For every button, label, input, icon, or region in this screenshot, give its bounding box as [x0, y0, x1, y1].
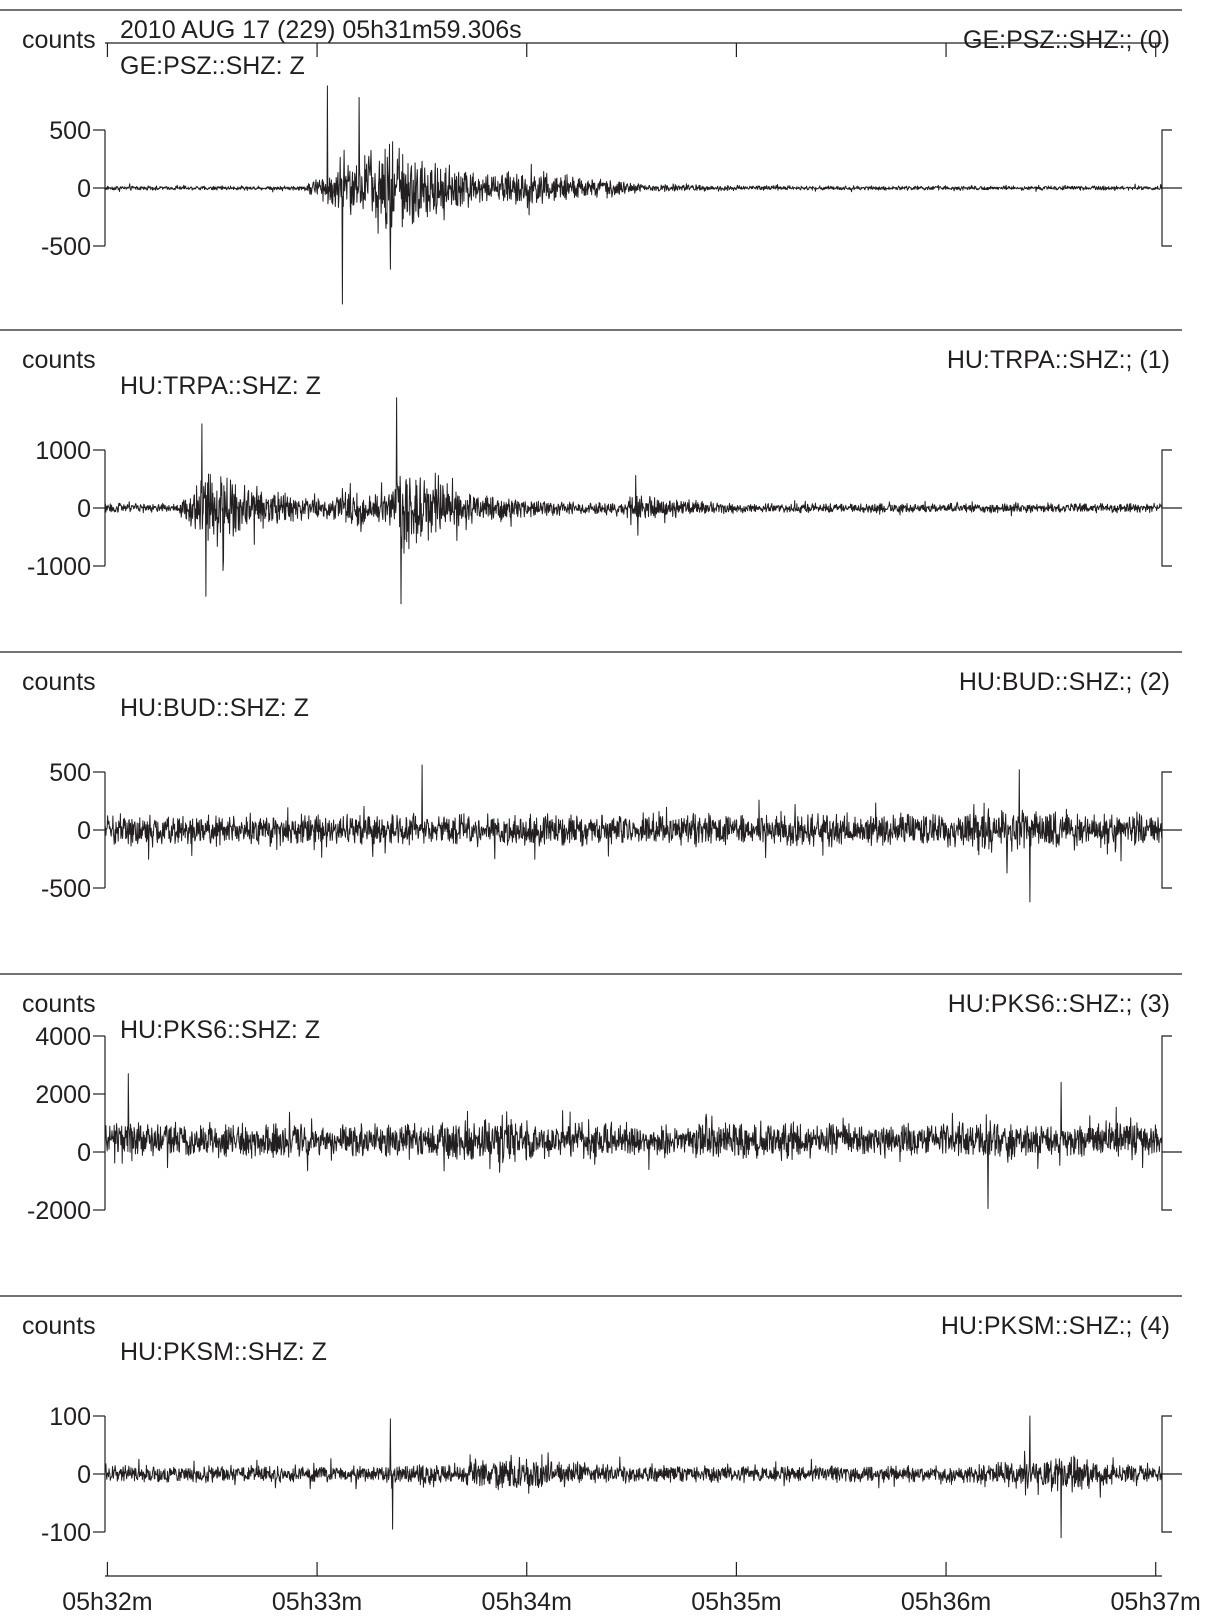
trace-panel: counts HU:PKSM::SHZ:; (4)HU:PKSM::SHZ: Z1…: [0, 1295, 1182, 1547]
y-unit-label: counts: [22, 26, 96, 54]
x-tick-label: 05h36m: [901, 1588, 991, 1616]
y-unit-label: counts: [22, 346, 96, 374]
station-label: HU:PKSM::SHZ:; (4): [941, 1312, 1170, 1340]
y-tick-label: 0: [77, 1139, 91, 1167]
trace-panel: counts HU:PKS6::SHZ:; (3)HU:PKS6::SHZ: Z 4…: [0, 973, 1182, 1225]
y-tick-label: 0: [77, 1461, 91, 1489]
trace-label: HU:TRPA::SHZ: Z: [120, 372, 321, 400]
station-label: HU:BUD::SHZ:; (2): [959, 668, 1170, 696]
trace-label: HU:PKSM::SHZ: Z: [120, 1338, 327, 1366]
trace-label: HU:PKS6::SHZ: Z: [120, 1016, 320, 1044]
waveform-trace: [104, 85, 1163, 305]
y-tick-label: -100: [41, 1519, 91, 1547]
x-tick-label: 05h35m: [691, 1588, 781, 1616]
x-tick-label: 05h32m: [62, 1588, 152, 1616]
station-label: HU:PKS6::SHZ:; (3): [948, 990, 1170, 1018]
station-label: GE:PSZ::SHZ:; (0): [963, 26, 1170, 54]
y-tick-label: -2000: [27, 1197, 91, 1225]
trace-label: GE:PSZ::SHZ: Z: [120, 52, 305, 80]
y-tick-label: 500: [49, 759, 91, 787]
y-unit-label: counts: [22, 668, 96, 696]
y-tick-label: 1000: [35, 437, 91, 465]
waveform-trace: [104, 1073, 1163, 1209]
waveform-trace: [104, 764, 1163, 903]
y-tick-label: 4000: [35, 1023, 91, 1051]
y-tick-label: -1000: [27, 553, 91, 581]
panels-layer: counts GE:PSZ::SHZ:; (0)GE:PSZ::SHZ: Z500…: [0, 9, 1182, 1547]
x-tick-label: 05h37m: [1111, 1588, 1201, 1616]
y-tick-label: -500: [41, 875, 91, 903]
y-tick-label: 0: [77, 817, 91, 845]
trace-panel: counts GE:PSZ::SHZ:; (0)GE:PSZ::SHZ: Z500…: [0, 9, 1182, 305]
waveform-trace: [104, 1415, 1163, 1539]
waveform-trace: [104, 397, 1163, 605]
trace-panel: counts HU:TRPA::SHZ:; (1)HU:TRPA::SHZ: Z1…: [0, 329, 1182, 605]
y-tick-label: 2000: [35, 1081, 91, 1109]
y-tick-label: 0: [77, 495, 91, 523]
y-tick-label: 100: [49, 1403, 91, 1431]
scale-bracket: [1161, 1035, 1172, 1211]
header-datetime: 2010 AUG 17 (229) 05h31m59.306s: [120, 16, 522, 44]
y-unit-label: counts: [22, 1312, 96, 1340]
station-label: HU:TRPA::SHZ:; (1): [947, 346, 1170, 374]
y-unit-label: counts: [22, 990, 96, 1018]
time-axis: 05h32m 05h33m 05h34m 05h35m 05h36m 05h37m: [62, 1562, 1201, 1616]
y-tick-label: 0: [77, 175, 91, 203]
y-tick-label: -500: [41, 233, 91, 261]
x-tick-label: 05h34m: [482, 1588, 572, 1616]
x-tick-label: 05h33m: [272, 1588, 362, 1616]
trace-label: HU:BUD::SHZ: Z: [120, 694, 309, 722]
trace-panel: counts HU:BUD::SHZ:; (2)HU:BUD::SHZ: Z500…: [0, 651, 1182, 903]
y-tick-label: 500: [49, 117, 91, 145]
